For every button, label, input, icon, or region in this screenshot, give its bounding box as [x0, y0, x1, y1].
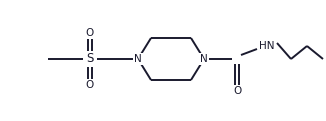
Text: N: N	[134, 54, 142, 64]
Text: O: O	[233, 86, 241, 96]
Text: S: S	[86, 53, 94, 65]
Text: HN: HN	[259, 41, 275, 51]
Text: O: O	[86, 80, 94, 90]
Text: O: O	[86, 28, 94, 38]
Text: N: N	[200, 54, 208, 64]
